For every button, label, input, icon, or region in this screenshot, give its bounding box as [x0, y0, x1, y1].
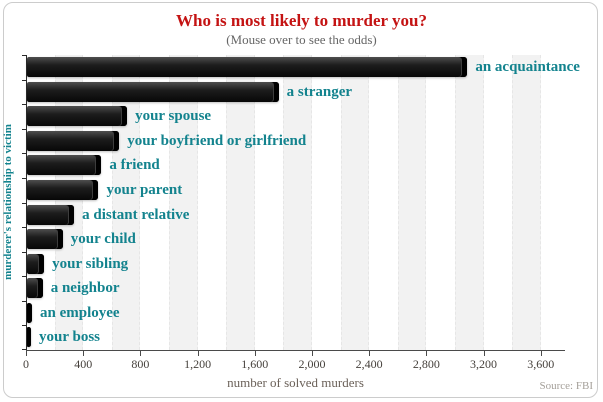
- bar[interactable]: [27, 302, 32, 323]
- bar-label: a neighbor: [50, 280, 120, 297]
- bar[interactable]: [27, 130, 120, 151]
- bar-label: your boyfriend or girlfriend: [127, 132, 307, 149]
- bar-label: an acquaintance: [475, 59, 580, 75]
- y-axis-tick: [22, 177, 26, 179]
- x-tick-label: 3,600: [527, 357, 555, 371]
- plot-area: an acquaintance a stranger your spouse your…: [22, 55, 580, 350]
- bar-label: a stranger: [286, 83, 353, 100]
- y-axis-tick: [22, 251, 26, 253]
- bar-label: your child: [70, 231, 136, 248]
- chart-subtitle: (Mouse over to see the odds): [226, 32, 377, 47]
- y-axis-tick: [22, 227, 26, 229]
- background-band: [397, 55, 427, 350]
- y-axis-tick: [22, 153, 26, 155]
- bar-row: your sibling: [26, 252, 565, 277]
- bar[interactable]: [27, 81, 279, 102]
- source-note: Source: FBI: [539, 380, 593, 392]
- x-axis-tick: [311, 351, 313, 356]
- x-tick-label: 0: [23, 357, 29, 371]
- bar-row: a friend: [26, 153, 565, 178]
- bar-label: your spouse: [135, 108, 212, 125]
- bar-row: your parent: [26, 178, 565, 203]
- x-axis-tick: [83, 351, 85, 356]
- x-axis-tick: [26, 351, 27, 356]
- x-axis-line: [26, 350, 565, 351]
- chart-title: Who is most likely to murder you?: [176, 11, 427, 30]
- bar-label: your parent: [106, 181, 183, 198]
- x-axis-tick: [426, 351, 428, 356]
- background-band: [226, 55, 255, 350]
- y-axis-tick: [22, 128, 26, 130]
- bar-row: a distant relative: [26, 203, 565, 228]
- x-tick-label: 1,200: [184, 357, 212, 371]
- x-axis-tick: [369, 351, 371, 356]
- y-axis-tick: [22, 202, 26, 204]
- bar-label: a distant relative: [82, 206, 190, 223]
- bar-row: an acquaintance: [26, 55, 580, 80]
- bar[interactable]: [27, 57, 468, 77]
- background-band: [283, 55, 312, 350]
- bar-label: your sibling: [52, 255, 129, 272]
- y-axis-tick: [22, 104, 26, 106]
- y-axis-title: murderer's relationship to victim: [2, 124, 14, 280]
- bar-row: your child: [26, 227, 565, 252]
- bar[interactable]: [27, 229, 63, 250]
- bar[interactable]: [27, 179, 99, 200]
- y-axis-line: [26, 55, 27, 350]
- background-band: [168, 55, 198, 350]
- x-tick-label: 800: [131, 357, 150, 371]
- x-axis-tick: [483, 351, 485, 356]
- background-band: [340, 55, 370, 350]
- bar[interactable]: [27, 278, 43, 299]
- y-axis-tick: [22, 79, 26, 81]
- background-band: [454, 55, 484, 350]
- y-axis-tick: [22, 325, 26, 327]
- x-tick-label: 2,400: [355, 357, 383, 371]
- x-axis-tick: [540, 351, 542, 356]
- background-band: [54, 55, 84, 350]
- y-axis-tick: [22, 300, 26, 302]
- bar[interactable]: [27, 253, 45, 274]
- bar-label: your boss: [39, 329, 100, 346]
- x-axis-tick: [197, 351, 199, 356]
- bar-row: your boss: [26, 325, 565, 350]
- x-axis-tick: [254, 351, 256, 356]
- y-axis-tick: [22, 349, 26, 350]
- bar-row: an employee: [26, 301, 565, 326]
- bar[interactable]: [27, 204, 75, 225]
- background-band: [512, 55, 541, 350]
- bar-row: a stranger: [26, 80, 565, 105]
- x-tick-label: 2,000: [298, 357, 326, 371]
- x-tick-label: 3,200: [470, 357, 497, 371]
- y-axis-tick: [22, 276, 26, 278]
- x-axis-tick: [140, 351, 142, 356]
- bar[interactable]: [27, 155, 102, 176]
- bar[interactable]: [27, 106, 128, 127]
- x-axis-title: number of solved murders: [227, 375, 364, 390]
- bar-row: your boyfriend or girlfriend: [26, 129, 565, 154]
- bar-row: a neighbor: [26, 276, 565, 301]
- bar-label: a friend: [109, 157, 160, 174]
- x-tick-label: 2,800: [412, 357, 440, 371]
- y-axis-tick: [22, 55, 26, 56]
- x-tick-label: 1,600: [241, 357, 269, 371]
- bar[interactable]: [27, 327, 31, 348]
- background-band: [111, 55, 141, 350]
- bar-row: your spouse: [26, 104, 565, 129]
- bar-label: an employee: [40, 304, 120, 321]
- x-tick-label: 400: [74, 357, 93, 371]
